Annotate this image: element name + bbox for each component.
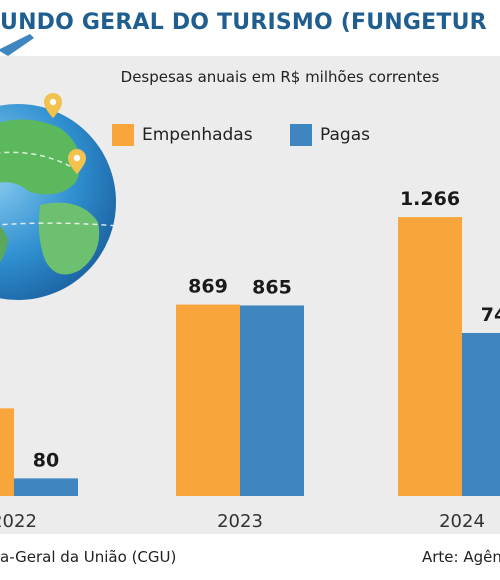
chart-title: UNDO GERAL DO TURISMO (FUNGETUR: [0, 10, 487, 35]
legend-item-pagas: Pagas: [290, 124, 370, 146]
x-tick-label-2023: 2023: [217, 511, 263, 532]
x-tick-label-2022: 2022: [0, 511, 37, 532]
credit-note: Arte: Agên: [422, 548, 500, 566]
chart-subtitle: Despesas anuais em R$ milhões correntes: [120, 68, 440, 86]
bar-empenhadas-2024: [398, 217, 462, 496]
legend-swatch-pagas: [290, 124, 312, 146]
airplane-icon: [0, 34, 34, 56]
location-pin-icon: [44, 93, 62, 118]
legend-label-empenhadas: Empenhadas: [142, 125, 253, 145]
legend-label-pagas: Pagas: [320, 125, 370, 145]
bar-empenhadas-2022: [0, 408, 14, 496]
data-label-empenhadas-2023: 869: [188, 276, 228, 298]
data-label-empenhadas-2024: 1.266: [400, 188, 460, 210]
data-label-pagas-2023: 865: [252, 276, 292, 298]
data-label-pagas-2022: 80: [33, 449, 59, 471]
globe-illustration: [0, 34, 119, 300]
legend-swatch-empenhadas: [112, 124, 134, 146]
x-tick-label-2024: 2024: [439, 511, 485, 532]
bar-pagas-2022: [14, 478, 78, 496]
bar-pagas-2023: [240, 305, 304, 496]
bar-pagas-2024: [462, 332, 500, 496]
legend-item-empenhadas: Empenhadas: [112, 124, 253, 146]
data-label-pagas-2024: 74: [481, 304, 500, 326]
bar-empenhadas-2023: [176, 304, 240, 496]
source-note: a-Geral da União (CGU): [0, 548, 177, 566]
location-pin-icon: [67, 148, 87, 174]
